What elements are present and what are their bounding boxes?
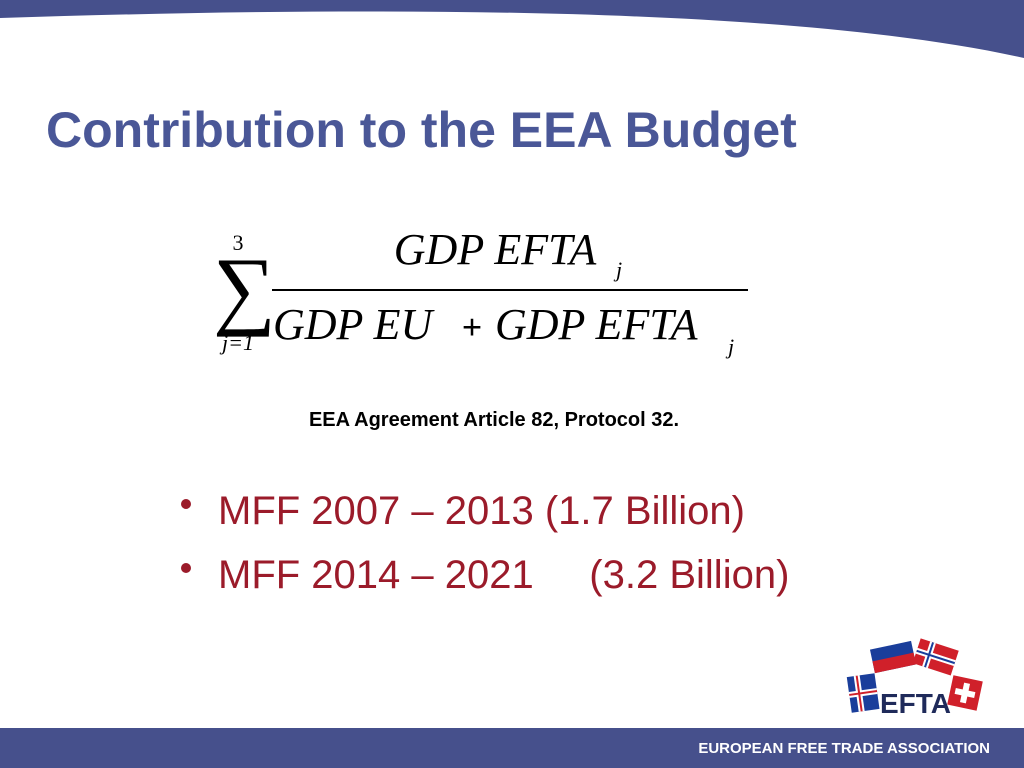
bullet-dot [181,563,191,573]
caption: EEA Agreement Article 82, Protocol 32. [309,409,679,431]
bullet-dot [181,499,191,509]
denominator-right: GDP EFTA [495,300,699,349]
logo-text: EFTA [880,688,951,719]
sigma: ∑ [213,241,276,338]
upper-limit: 3 [233,230,244,255]
numerator: GDP EFTA [394,225,598,274]
lower-limit: j=1 [219,330,254,355]
bullet-text: MFF 2007 – 2013 (1.7 Billion) [218,489,745,533]
title: Contribution to the EEA Budget [46,102,797,158]
plus: + [462,307,483,347]
footer-band [0,728,1024,768]
denominator-left: GDP EU [273,300,436,349]
bullet-text: MFF 2014 – 2021 (3.2 Billion) [218,553,790,597]
efta-logo: EFTA [846,638,983,719]
top-band [0,0,1024,58]
numerator-index: j [613,257,622,282]
footer-text: EUROPEAN FREE TRADE ASSOCIATION [698,740,990,757]
denominator-index: j [725,334,734,359]
